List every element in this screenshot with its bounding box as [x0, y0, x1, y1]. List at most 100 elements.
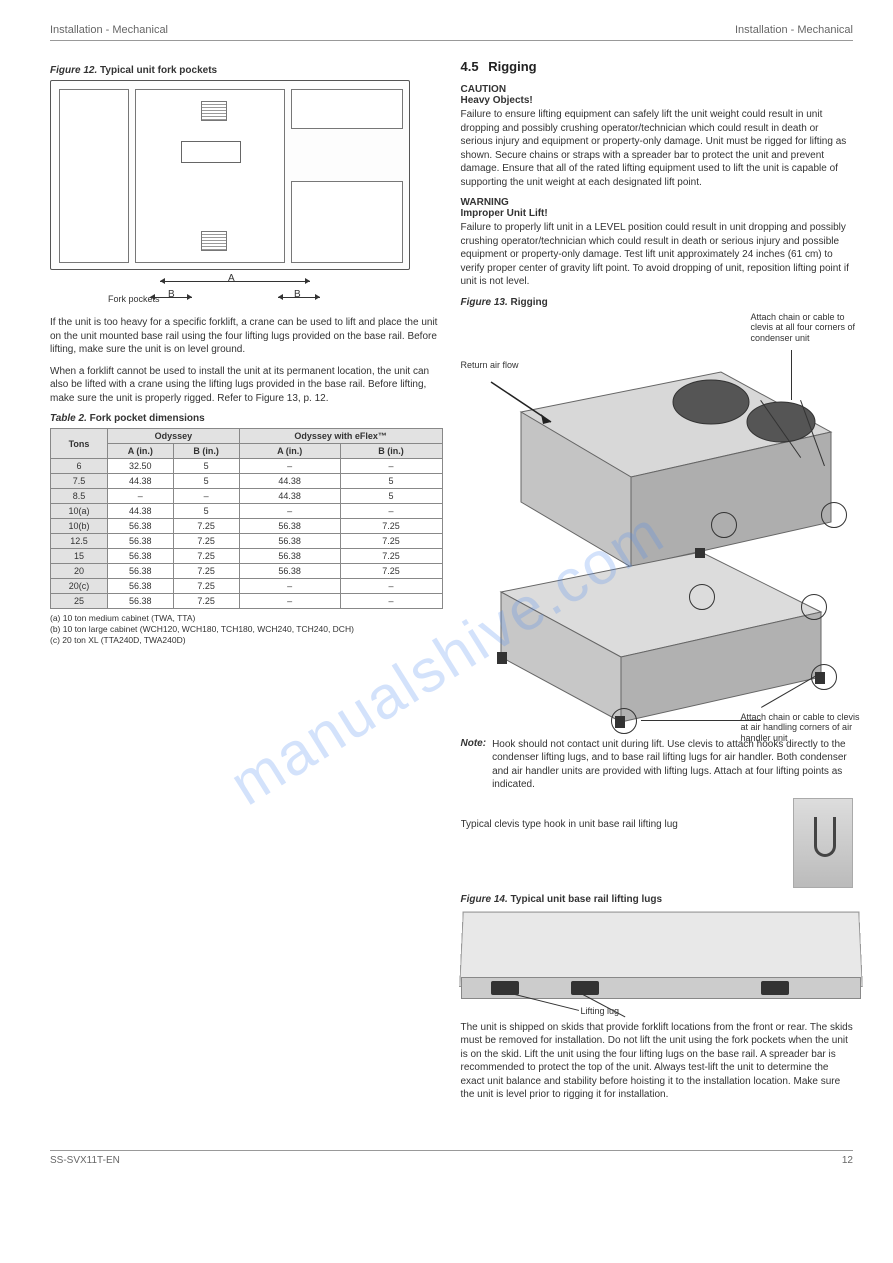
dim-a-line [160, 281, 310, 282]
col-b1: B (in.) [173, 444, 239, 459]
page-number: 12 [842, 1155, 853, 1166]
table-row: 20(c)56.387.25–– [51, 579, 443, 594]
row-cell: 56.38 [108, 519, 174, 534]
base-body [459, 911, 863, 986]
row-head-cell: 12.5 [51, 534, 108, 549]
row-cell: 56.38 [108, 594, 174, 609]
table-header-cols: A (in.) B (in.) A (in.) B (in.) [51, 444, 443, 459]
lug-hole-1 [491, 981, 519, 995]
table-row: 632.505–– [51, 459, 443, 474]
panel-top-right [291, 89, 403, 129]
hook-icon [814, 817, 836, 857]
fig13-index: Figure 13. [461, 297, 508, 308]
row-cell: 7.25 [340, 549, 442, 564]
doc-number: SS-SVX11T-EN [50, 1155, 120, 1166]
left-para-1: If the unit is too heavy for a specific … [50, 316, 443, 357]
content-columns: Figure 12. Typical unit fork pockets A B [50, 59, 853, 1110]
col-group-odyssey: Odyssey [108, 429, 240, 444]
row-cell: 7.25 [340, 564, 442, 579]
fork-pockets-label: Fork pockets [108, 294, 160, 304]
table-note-b: (b) 10 ton large cabinet (WCH120, WCH180… [50, 624, 443, 635]
row-cell: 7.25 [173, 594, 239, 609]
table-body: 632.505––7.544.38544.3858.5––44.38510(a)… [51, 459, 443, 609]
lug-hole-2 [571, 981, 599, 995]
dimension-arrows: A B B [50, 275, 410, 307]
section-rigging: 4.5 Rigging [461, 59, 854, 74]
panel-left [59, 89, 129, 263]
iso-svg [461, 312, 861, 732]
warning-label: WARNING [461, 197, 854, 208]
table2-caption: Fork pocket dimensions [90, 413, 205, 424]
fig13-caption: Rigging [511, 297, 548, 308]
fig14-drawing: Lifting lug [461, 911, 861, 1021]
caution-block: CAUTION Heavy Objects! Failure to ensure… [461, 84, 854, 189]
fig13-drawing: Return air flow Attach chain or cable to… [461, 312, 861, 732]
leader-cond-v [791, 350, 792, 400]
lug-ll [497, 652, 507, 664]
table-row: 8.5––44.385 [51, 489, 443, 504]
section-title: Rigging [488, 59, 536, 74]
row-cell: – [340, 579, 442, 594]
caution-heading: Heavy Objects! [461, 95, 854, 106]
col-group-eflex: Odyssey with eFlex™ [239, 429, 442, 444]
fig12-title: Figure 12. Typical unit fork pockets [50, 65, 443, 76]
table-note-c: (c) 20 ton XL (TTA240D, TWA240D) [50, 635, 443, 646]
table-header-groups: Tons Odyssey Odyssey with eFlex™ [51, 429, 443, 444]
callout-cond: Attach chain or cable to clevis at all f… [751, 312, 861, 344]
fork-pocket-table: Tons Odyssey Odyssey with eFlex™ A (in.)… [50, 428, 443, 609]
row-head-cell: 25 [51, 594, 108, 609]
fig13-note: Note: Hook should not contact unit durin… [461, 738, 854, 792]
row-cell: 5 [173, 459, 239, 474]
lug-hole-3 [761, 981, 789, 995]
fig12-caption: Typical unit fork pockets [100, 65, 217, 76]
col-tons: Tons [51, 429, 108, 459]
row-cell: 5 [340, 474, 442, 489]
fig13-title: Figure 13. Rigging [461, 297, 854, 308]
caution-body: Failure to ensure lifting equipment can … [461, 108, 854, 189]
row-cell: – [340, 594, 442, 609]
row-cell: 7.25 [340, 519, 442, 534]
row-head-cell: 10(b) [51, 519, 108, 534]
leader-ah-1 [641, 720, 761, 721]
table-row: 1556.387.2556.387.25 [51, 549, 443, 564]
left-column: Figure 12. Typical unit fork pockets A B [50, 59, 443, 1110]
row-cell: 44.38 [239, 489, 340, 504]
row-cell: 56.38 [108, 564, 174, 579]
circle-cond-2 [821, 502, 847, 528]
footer-rule [50, 1150, 853, 1151]
table-row: 7.544.38544.385 [51, 474, 443, 489]
callout-airflow: Return air flow [461, 360, 531, 371]
circle-cond-1 [711, 512, 737, 538]
note-body: Hook should not contact unit during lift… [492, 738, 853, 792]
table-note-a: (a) 10 ton medium cabinet (TWA, TTA) [50, 613, 443, 624]
dim-b2-label: B [294, 289, 301, 300]
row-cell: 56.38 [239, 549, 340, 564]
header-left: Installation - Mechanical [50, 24, 168, 36]
dim-b1-label: B [168, 289, 175, 300]
circle-ah-3 [689, 584, 715, 610]
caution-label: CAUTION [461, 84, 854, 95]
row-head-cell: 10(a) [51, 504, 108, 519]
table-row: 10(b)56.387.2556.387.25 [51, 519, 443, 534]
row-cell: 7.25 [173, 549, 239, 564]
callout-air: Attach chain or cable to clevis at air h… [741, 712, 861, 744]
row-head-cell: 20(c) [51, 579, 108, 594]
control-box [181, 141, 241, 163]
row-cell: 32.50 [108, 459, 174, 474]
row-cell: 7.25 [340, 534, 442, 549]
table-notes: (a) 10 ton medium cabinet (TWA, TTA) (b)… [50, 613, 443, 646]
row-cell: 7.25 [173, 534, 239, 549]
fig14-para: The unit is shipped on skids that provid… [461, 1021, 854, 1102]
row-cell: – [173, 489, 239, 504]
row-cell: 7.25 [173, 519, 239, 534]
unit-front-panel [50, 80, 410, 270]
table2-title: Table 2. Fork pocket dimensions [50, 413, 443, 424]
table-row: 10(a)44.385–– [51, 504, 443, 519]
row-cell: – [340, 459, 442, 474]
right-column: 4.5 Rigging CAUTION Heavy Objects! Failu… [461, 59, 854, 1110]
warning-heading: Improper Unit Lift! [461, 208, 854, 219]
row-cell: 56.38 [108, 534, 174, 549]
row-head-cell: 20 [51, 564, 108, 579]
hook-block: Typical clevis type hook in unit base ra… [461, 798, 854, 888]
panel-bottom-right [291, 181, 403, 263]
